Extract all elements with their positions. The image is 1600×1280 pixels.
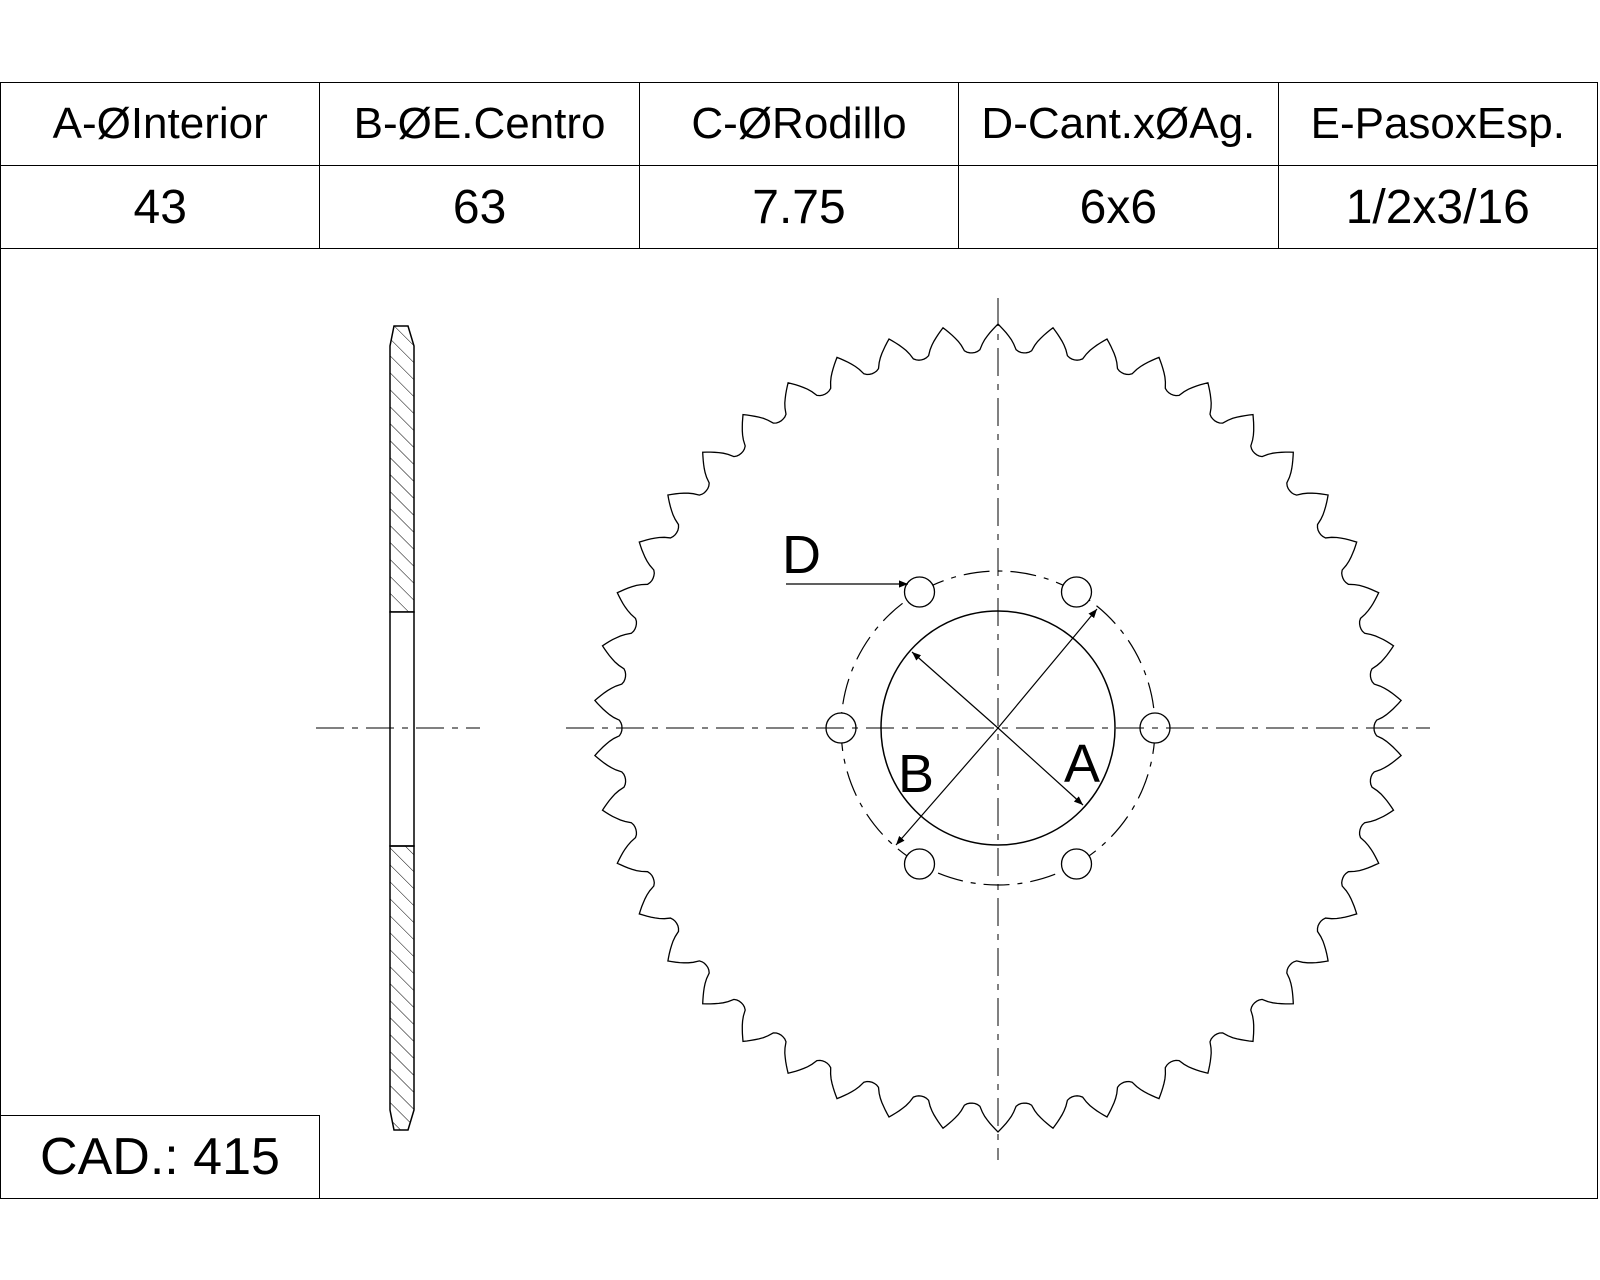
spec-value-row: 43 63 7.75 6x6 1/2x3/16 <box>0 165 1599 249</box>
dimension-bolt-upper-leader <box>997 608 1098 729</box>
callout-d: D <box>782 525 821 585</box>
callout-b: B <box>898 744 934 804</box>
bolt-hole <box>903 576 936 608</box>
dimension-a-line <box>997 727 1084 806</box>
bolt-hole <box>1060 848 1093 880</box>
cad-label-box: CAD.: 415 <box>0 1115 320 1199</box>
value-hole-count-diameter: 6x6 <box>958 165 1279 249</box>
bolt-hole <box>1060 576 1093 608</box>
dimension-b-upper-leader <box>911 651 999 729</box>
spec-table: A-ØInterior B-ØE.Centro C-ØRodillo D-Can… <box>0 82 1599 249</box>
value-pitch-thickness: 1/2x3/16 <box>1277 165 1599 249</box>
dimension-b-lower-leader <box>895 727 999 846</box>
side-view-upper-hatch <box>389 325 415 613</box>
value-roller-diameter: 7.75 <box>638 165 960 249</box>
header-bolt-circle-diameter: B-ØE.Centro <box>319 82 640 166</box>
sprocket-tooth-profile <box>593 323 1403 1133</box>
header-roller-diameter: C-ØRodillo <box>638 82 960 166</box>
header-hole-count-diameter: D-Cant.xØAg. <box>958 82 1279 166</box>
value-bolt-circle-diameter: 63 <box>319 165 640 249</box>
spec-header-row: A-ØInterior B-ØE.Centro C-ØRodillo D-Can… <box>0 82 1599 166</box>
side-view <box>316 325 480 1131</box>
side-view-hub-bore <box>389 611 415 847</box>
side-view-lower-hatch <box>389 845 415 1131</box>
front-view: A B D <box>566 298 1430 1160</box>
value-inner-diameter: 43 <box>0 165 321 249</box>
cad-label: CAD.: 415 <box>40 1128 280 1186</box>
bolt-hole <box>903 848 936 880</box>
header-pitch-thickness: E-PasoxEsp. <box>1277 82 1599 166</box>
callout-a: A <box>1064 734 1100 794</box>
header-inner-diameter: A-ØInterior <box>0 82 321 166</box>
